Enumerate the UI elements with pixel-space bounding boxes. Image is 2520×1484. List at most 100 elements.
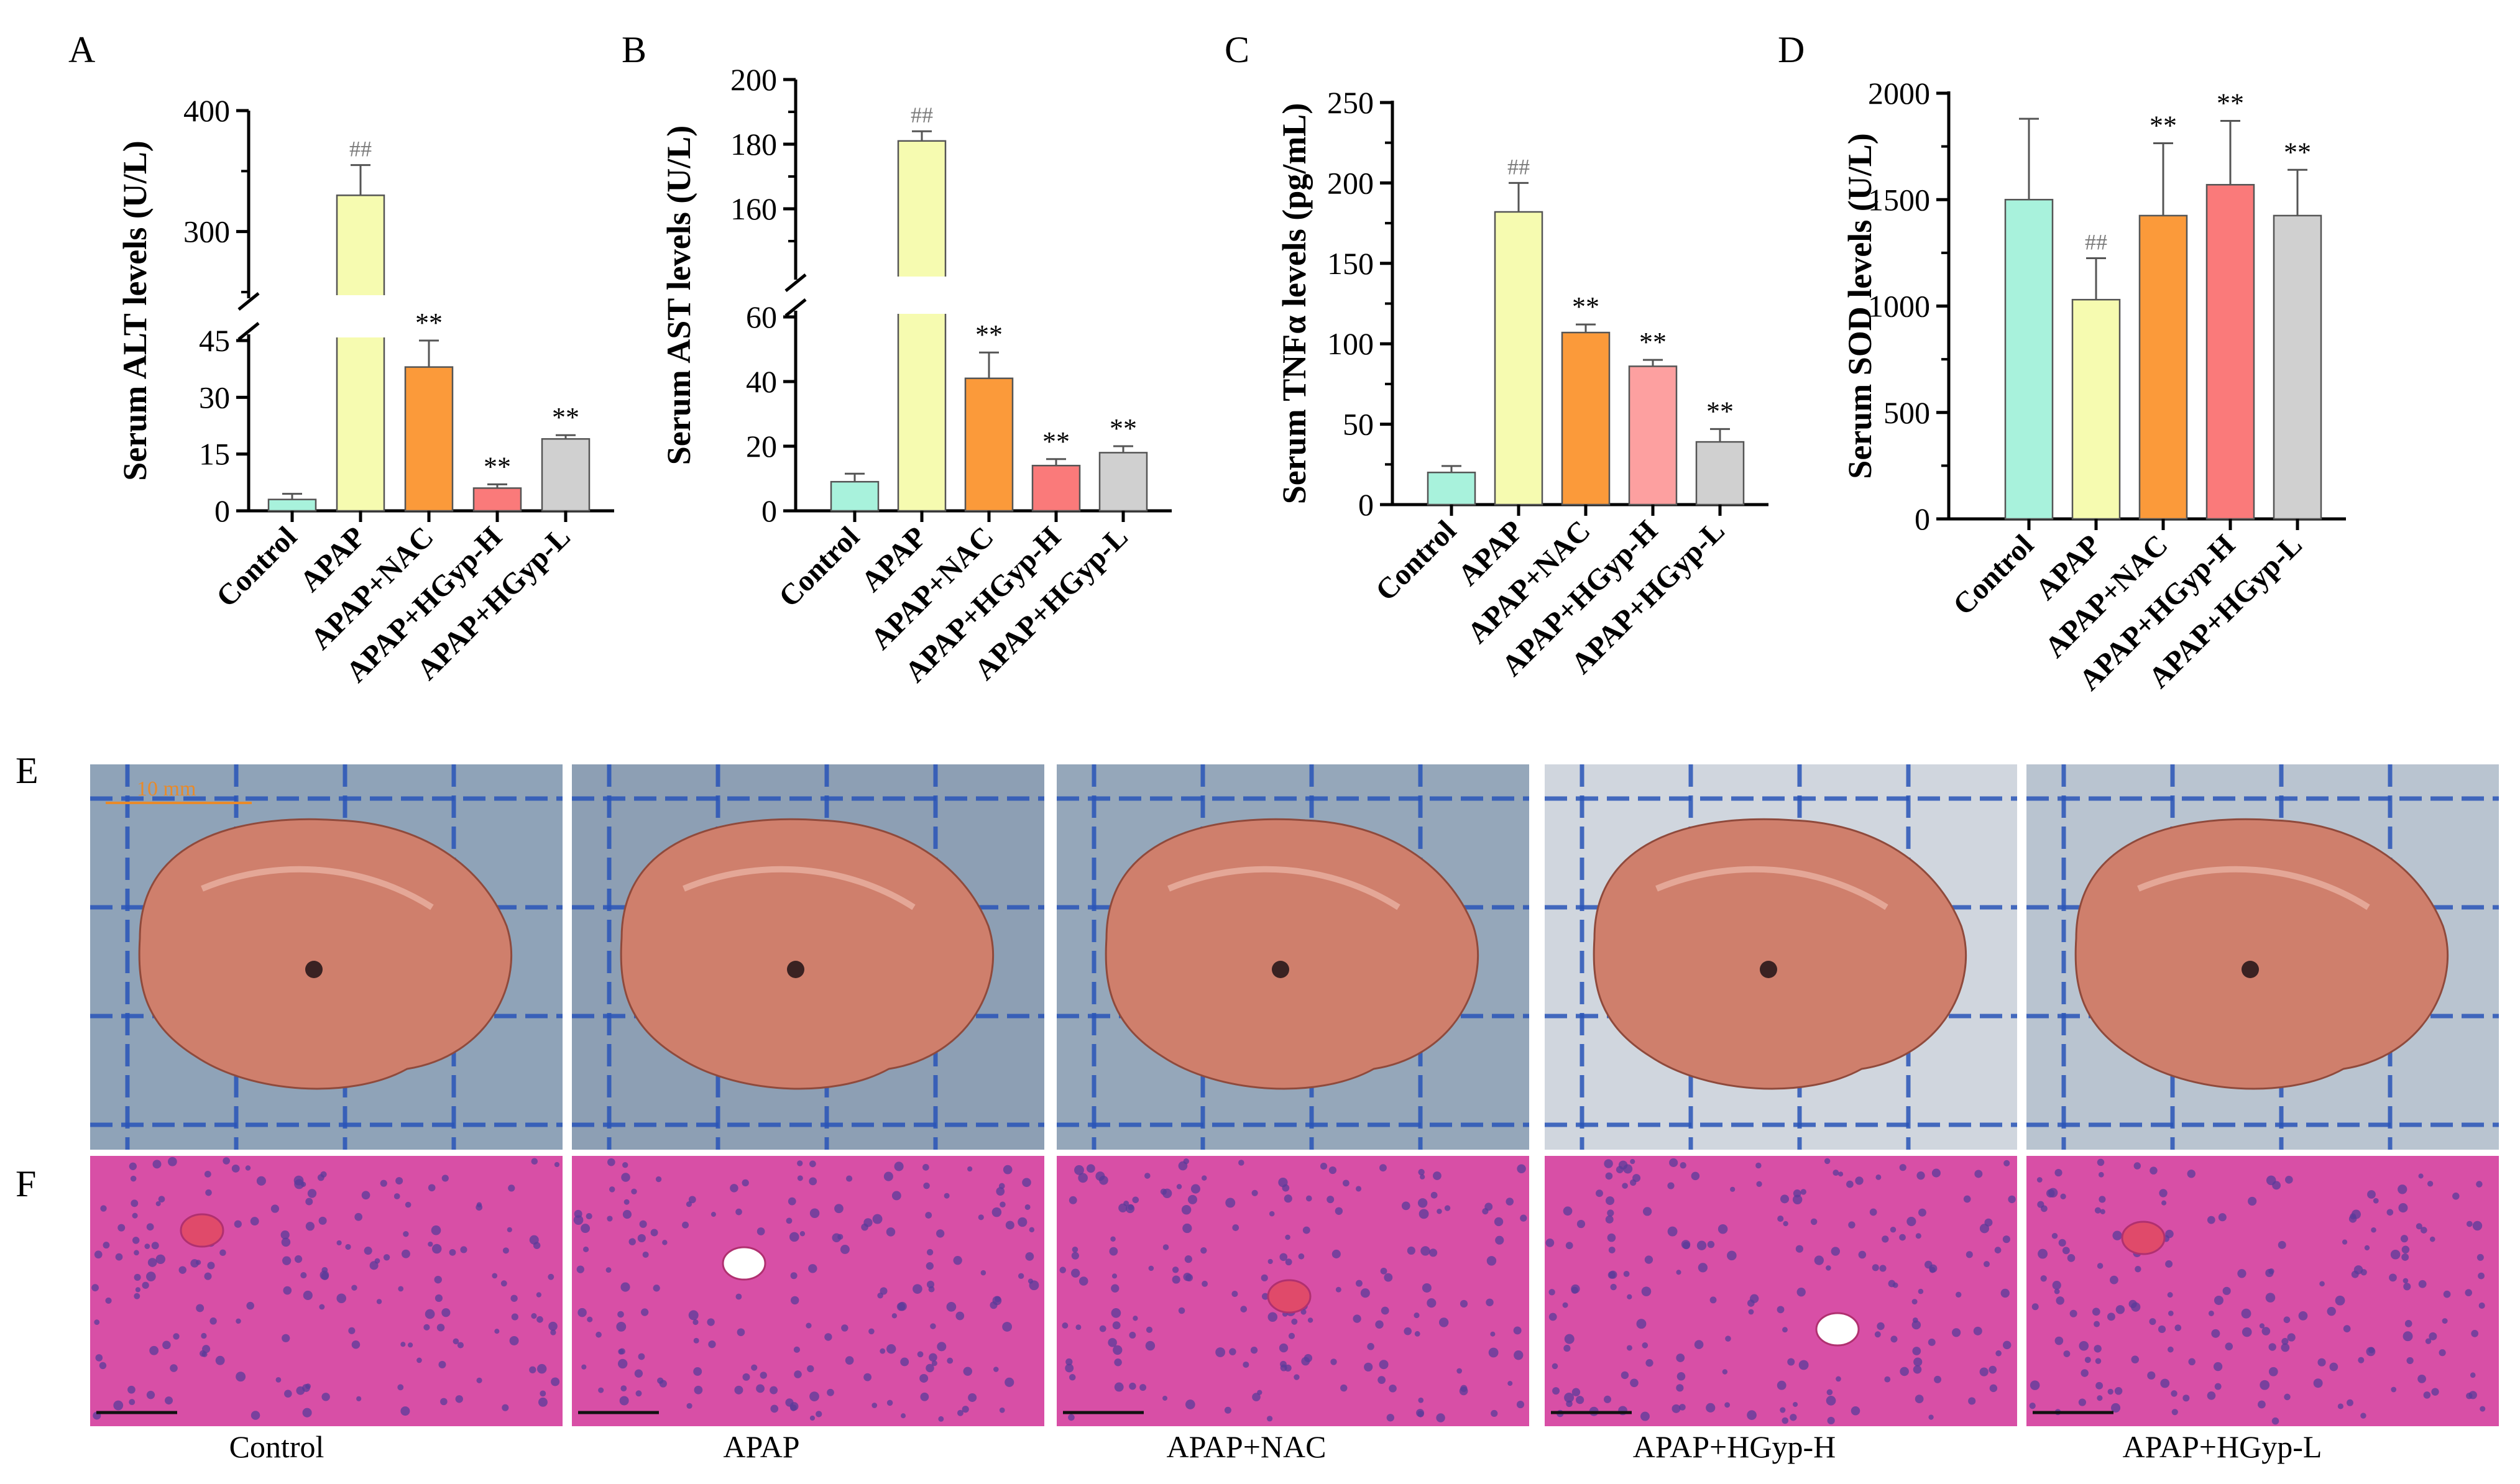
nucleus <box>2471 1330 2479 1337</box>
nucleus <box>1641 1286 1652 1296</box>
nucleus <box>245 1165 251 1171</box>
nucleus <box>1564 1392 1575 1403</box>
nucleus <box>275 1376 282 1383</box>
nucleus <box>321 1393 330 1401</box>
nucleus <box>682 1221 689 1229</box>
nucleus <box>1607 1209 1614 1217</box>
nucleus <box>204 1272 212 1280</box>
y-tick-label: 100 <box>1327 326 1374 361</box>
nucleus <box>1240 1306 1248 1312</box>
nucleus <box>2403 1283 2411 1291</box>
nucleus <box>1963 1195 1971 1203</box>
bar-control <box>830 480 880 512</box>
nucleus <box>880 1287 888 1295</box>
nucleus <box>2187 1170 2196 1178</box>
nucleus <box>1603 1395 1612 1403</box>
y-axis-label: Serum TNFα levels (pg/mL) <box>1276 103 1313 505</box>
he-background <box>572 1156 1044 1426</box>
nucleus <box>1691 1171 1700 1181</box>
chart-C: 0 50 100 150 200 250 Serum TNFα levels (pg/mL)… <box>1276 85 1768 682</box>
bar-control <box>2004 199 2054 520</box>
nucleus <box>2358 1357 2365 1363</box>
nucleus <box>1552 1363 1558 1370</box>
nucleus <box>1995 1350 2002 1357</box>
nucleus <box>1966 1251 1973 1258</box>
nucleus <box>2360 1413 2366 1419</box>
liver-photo-row: 10 mm <box>90 764 2499 1150</box>
nucleus <box>2110 1275 2118 1285</box>
nucleus <box>1911 1299 1918 1305</box>
nucleus <box>1548 1289 1555 1296</box>
nucleus <box>1404 1327 1412 1335</box>
nucleus <box>1078 1173 1088 1183</box>
nucleus <box>1777 1216 1784 1222</box>
nucleus <box>1025 1252 1034 1261</box>
x-tick-label: Control <box>1947 528 2040 621</box>
nucleus <box>2418 1280 2427 1288</box>
nucleus <box>1796 1288 1806 1297</box>
nucleus <box>926 1363 934 1373</box>
nucleus <box>1418 1397 1424 1403</box>
nucleus <box>134 1293 140 1299</box>
nucleus <box>2188 1358 2196 1366</box>
nucleus <box>2248 1196 2257 1206</box>
nucleus <box>460 1246 467 1253</box>
nucleus <box>2002 1340 2012 1350</box>
nucleus <box>115 1253 123 1261</box>
significance-mark: ## <box>911 103 933 127</box>
nucleus <box>1810 1218 1818 1225</box>
nucleus <box>94 1319 100 1326</box>
nucleus <box>1892 1282 1898 1288</box>
nucleus <box>2242 1327 2252 1337</box>
y-tick-label: 50 <box>1343 407 1374 442</box>
nucleus <box>348 1327 356 1334</box>
nucleus <box>1386 1414 1394 1422</box>
y-tick-label: 20 <box>746 429 777 464</box>
nucleus <box>894 1161 904 1171</box>
nucleus <box>178 1266 186 1274</box>
nucleus <box>441 1308 451 1317</box>
significance-mark: ## <box>1507 154 1530 179</box>
nucleus <box>1419 1209 1429 1219</box>
nucleus <box>1353 1314 1361 1323</box>
nucleus <box>2135 1265 2141 1273</box>
nucleus <box>280 1230 290 1240</box>
nucleus <box>2472 1221 2483 1231</box>
nucleus <box>1215 1347 1226 1357</box>
nucleus <box>1380 1267 1387 1275</box>
nucleus <box>1632 1174 1641 1183</box>
y-tick-label: 250 <box>1327 85 1374 120</box>
nucleus <box>1913 1357 1923 1367</box>
axis-break-gap <box>334 295 387 337</box>
nucleus <box>1184 1255 1192 1263</box>
nucleus <box>321 1266 328 1273</box>
nucleus <box>1356 1186 1362 1192</box>
nucleus <box>1460 1299 1468 1308</box>
nucleus <box>236 1318 241 1324</box>
nucleus <box>760 1372 767 1379</box>
nucleus <box>2031 1303 2039 1311</box>
nucleus <box>1069 1374 1076 1381</box>
nucleus <box>105 1297 112 1304</box>
nucleus <box>1307 1317 1313 1323</box>
nucleus <box>2284 1393 2291 1401</box>
vessel <box>180 1213 224 1248</box>
nucleus <box>1172 1275 1180 1284</box>
nucleus <box>510 1294 518 1302</box>
nucleus <box>708 1340 716 1349</box>
nucleus <box>2107 1388 2113 1395</box>
nucleus <box>1800 1189 1806 1195</box>
nucleus <box>634 1369 643 1378</box>
nucleus <box>1846 1180 1854 1188</box>
nucleus <box>1858 1250 1867 1259</box>
nucleus <box>872 1214 883 1224</box>
nucleus <box>1182 1223 1192 1234</box>
nucleus <box>756 1227 765 1235</box>
nucleus <box>1162 1244 1169 1250</box>
nucleus <box>2465 1289 2472 1296</box>
vessel <box>722 1246 766 1281</box>
axis-break-mark <box>784 298 807 317</box>
nucleus <box>797 1160 803 1166</box>
nucleus <box>2054 1336 2064 1345</box>
nucleus <box>502 1247 509 1254</box>
